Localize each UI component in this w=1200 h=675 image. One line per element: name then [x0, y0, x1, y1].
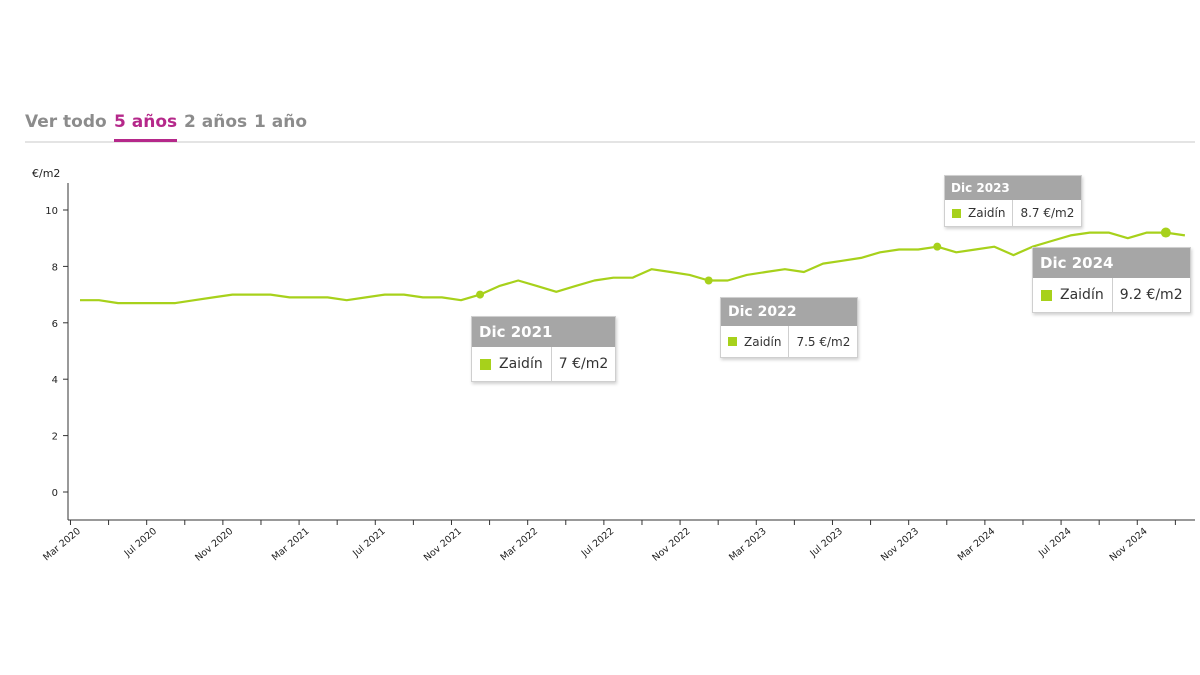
x-tick-label: Jul 2021: [350, 526, 387, 560]
tooltip-date: Dic 2021: [472, 317, 616, 347]
y-tick-label: 4: [52, 375, 58, 386]
x-tick-label: Jul 2023: [807, 526, 844, 560]
x-tick-label: Mar 2023: [727, 526, 769, 563]
x-tick-label: Mar 2020: [41, 526, 83, 563]
series-swatch: [952, 208, 961, 218]
y-tick-label: 10: [45, 206, 58, 217]
tooltip-series-name: Zaidín: [744, 334, 782, 349]
y-tick-label: 2: [52, 432, 58, 443]
tooltip-date: Dic 2024: [1033, 248, 1190, 278]
x-tick-label: Mar 2024: [956, 526, 998, 563]
highlight-point: [1160, 227, 1171, 238]
x-tick-label: Jul 2024: [1036, 526, 1073, 560]
highlight-point: [933, 242, 942, 251]
tooltip-series-name: Zaidín: [968, 206, 1006, 220]
tooltip-value: 7.5 €/m2: [796, 334, 851, 349]
tooltip-date: Dic 2022: [721, 298, 858, 326]
x-tick-label: Mar 2022: [498, 526, 540, 563]
x-tick-label: Nov 2020: [193, 526, 235, 564]
series-swatch: [728, 337, 737, 346]
tooltip-value: 9.2 €/m2: [1119, 287, 1183, 303]
x-tick-label: Jul 2020: [122, 526, 159, 560]
x-tick-label: Nov 2023: [879, 526, 921, 564]
highlight-point: [476, 290, 485, 299]
y-axis-label: €/m2: [32, 167, 60, 180]
period-tabs: Ver todo 5 años 2 años 1 año: [25, 110, 1195, 143]
series-swatch: [480, 358, 491, 370]
y-tick-label: 8: [52, 262, 58, 273]
tab-2-anos[interactable]: 2 años: [184, 112, 248, 132]
tooltip-series-name: Zaidín: [1060, 287, 1104, 303]
x-tick-label: Nov 2021: [422, 526, 464, 564]
tooltip-dic-2022: Dic 2022 Zaidín 7.5 €/m2: [720, 297, 859, 358]
series-swatch: [1041, 289, 1052, 301]
x-tick-label: Nov 2022: [650, 526, 692, 564]
x-tick-label: Jul 2022: [579, 526, 616, 560]
tooltip-dic-2023: Dic 2023 Zaidín 8.7 €/m2: [944, 175, 1083, 227]
tab-5-anos[interactable]: 5 años: [114, 112, 178, 142]
tooltip-series-name: Zaidín: [499, 356, 543, 372]
tooltip-date: Dic 2023: [945, 176, 1082, 200]
tab-ver-todo[interactable]: Ver todo: [25, 112, 107, 132]
tab-1-ano[interactable]: 1 año: [254, 112, 308, 132]
tooltip-value: 7 €/m2: [558, 356, 609, 372]
tooltip-dic-2024: Dic 2024 Zaidín 9.2 €/m2: [1032, 247, 1191, 313]
tooltip-value: 8.7 €/m2: [1020, 206, 1075, 220]
series-line-zaidin: [80, 231, 1186, 305]
y-tick-label: 0: [52, 488, 58, 499]
x-tick-label: Mar 2021: [270, 526, 312, 563]
price-line-chart: €/m2 0 2 4 6 8 10 Mar 2020 Jul 2020 Nov 2020 Mar…: [32, 167, 1195, 564]
x-tick-label: Nov 2024: [1108, 526, 1150, 564]
highlight-point: [704, 276, 713, 285]
y-tick-label: 6: [52, 319, 58, 330]
tooltip-dic-2021: Dic 2021 Zaidín 7 €/m2: [471, 316, 617, 382]
